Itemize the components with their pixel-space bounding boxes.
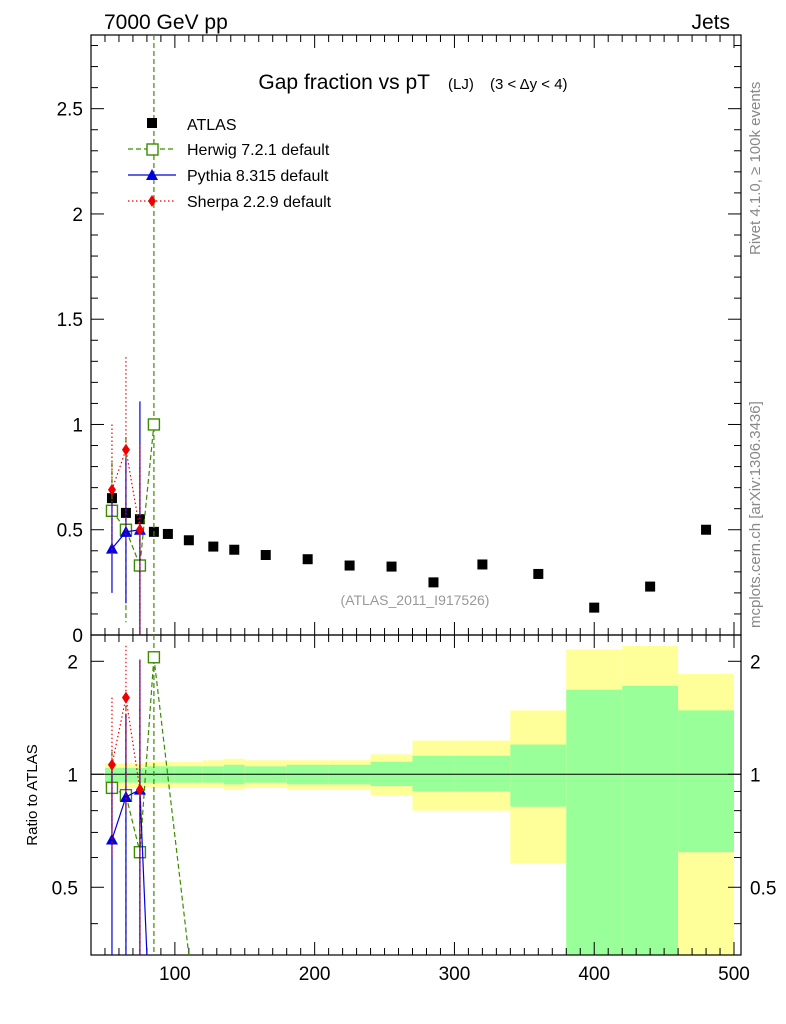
pythia-ratio-tail: [139, 789, 148, 956]
header-energy: 7000 GeV pp: [104, 11, 228, 34]
herwig-point: [147, 418, 161, 431]
legend-marker-herwig: [146, 143, 159, 156]
analysis-watermark: (ATLAS_2011_I917526): [341, 592, 490, 608]
pythia-point: [105, 542, 118, 554]
uncertainty-bands: [104, 645, 735, 955]
main-y-tick-label: 2.5: [57, 100, 83, 121]
legend-marker-pythia: [146, 169, 158, 180]
atlas-data-point: [645, 581, 656, 592]
band-inner: [622, 685, 679, 955]
sherpa-point: [121, 443, 130, 456]
legend-entry-pythia: Pythia 8.315 default: [128, 168, 329, 185]
ratio-y-tick-label-right: 0.5: [750, 878, 776, 899]
legend-marker-sherpa: [148, 195, 156, 207]
ratio-y-tick-label-left: 1: [67, 765, 78, 786]
herwig-series-ratio: [105, 635, 190, 956]
sherpa-ratio-point: [107, 758, 116, 771]
ratio-y-tick-label-left: 0.5: [52, 878, 78, 899]
x-tick-label: 100: [159, 964, 191, 985]
sherpa-ratio-point: [121, 691, 130, 704]
legend-marker-atlas: [147, 118, 157, 128]
atlas-data-point: [208, 541, 219, 552]
band-inner: [412, 755, 455, 792]
herwig-ratio-line: [111, 657, 155, 853]
legend-label-pythia: Pythia 8.315 default: [187, 168, 329, 185]
rivet-label: Rivet 4.1.0, ≥ 100k events: [747, 82, 764, 255]
atlas-data-point: [589, 602, 600, 613]
band-inner: [566, 689, 623, 955]
sherpa-ratio-point: [135, 783, 144, 796]
atlas-data-point: [229, 544, 240, 555]
sherpa-point: [107, 483, 116, 496]
atlas-data-point: [344, 560, 355, 571]
legend-label-herwig: Herwig 7.2.1 default: [187, 142, 330, 159]
x-tick-label: 200: [299, 964, 331, 985]
atlas-data-point: [183, 535, 194, 546]
chart-title-cut: (3 < Δy < 4): [490, 76, 568, 93]
pythia-point: [119, 525, 132, 537]
header-process: Jets: [691, 11, 730, 34]
sherpa-line: [111, 447, 141, 530]
legend: ATLAS Herwig 7.2.1 default Pythia 8.315 …: [128, 117, 332, 211]
main-y-tick-label: 2: [72, 205, 83, 226]
sherpa-point: [135, 523, 144, 536]
main-panel: 0 0.5 1 1.5 2 2.5: [57, 34, 742, 647]
pythia-series-ratio: [105, 659, 148, 956]
legend-label-sherpa: Sherpa 2.2.9 default: [187, 194, 332, 211]
band-inner: [678, 710, 735, 853]
herwig-line: [111, 424, 155, 566]
band-inner: [510, 744, 567, 807]
ratio-panel: 100 200 300 400 500 0.5 0.5 1 1 2 2: [52, 634, 776, 985]
legend-entry-atlas: ATLAS: [147, 117, 237, 134]
chart-title-subscript: (LJ): [448, 76, 474, 93]
ratio-y-tick-label-left: 2: [67, 652, 78, 673]
legend-entry-sherpa: Sherpa 2.2.9 default: [128, 194, 332, 211]
ratio-ylabel: Ratio to ATLAS: [24, 744, 41, 845]
chart-title: Gap fraction vs pT: [258, 71, 430, 94]
atlas-data-point: [260, 550, 271, 560]
mcplots-label: mcplots.cern.ch [arXiv:1306.3436]: [747, 401, 764, 628]
atlas-data-point: [162, 528, 173, 539]
atlas-data-point: [428, 577, 439, 588]
atlas-data-point: [533, 568, 544, 579]
x-tick-label: 300: [439, 964, 471, 985]
pythia-ratio-point: [119, 790, 132, 802]
main-y-tick-label: 0: [72, 626, 83, 647]
legend-entry-herwig: Herwig 7.2.1 default: [128, 142, 330, 159]
main-y-tick-label: 1.5: [57, 310, 83, 331]
herwig-ratio-tail: [153, 657, 190, 956]
sherpa-series-main: [107, 357, 144, 635]
legend-label-atlas: ATLAS: [187, 117, 237, 134]
atlas-data-point: [302, 554, 313, 565]
main-y-tick-label: 1: [72, 415, 83, 436]
atlas-data-point: [477, 559, 488, 570]
band-inner: [454, 755, 511, 792]
ratio-y-tick-label-right: 2: [750, 652, 761, 673]
main-y-tick-label: 0.5: [57, 521, 83, 542]
atlas-data-point: [701, 524, 712, 535]
sherpa-series-ratio: [107, 645, 144, 955]
x-tick-label: 400: [578, 964, 610, 985]
ratio-frame: [90, 634, 742, 956]
ratio-y-tick-label-right: 1: [750, 765, 761, 786]
atlas-data-point: [386, 561, 397, 572]
herwig-ratio-point: [147, 651, 161, 664]
x-tick-label: 500: [718, 964, 750, 985]
